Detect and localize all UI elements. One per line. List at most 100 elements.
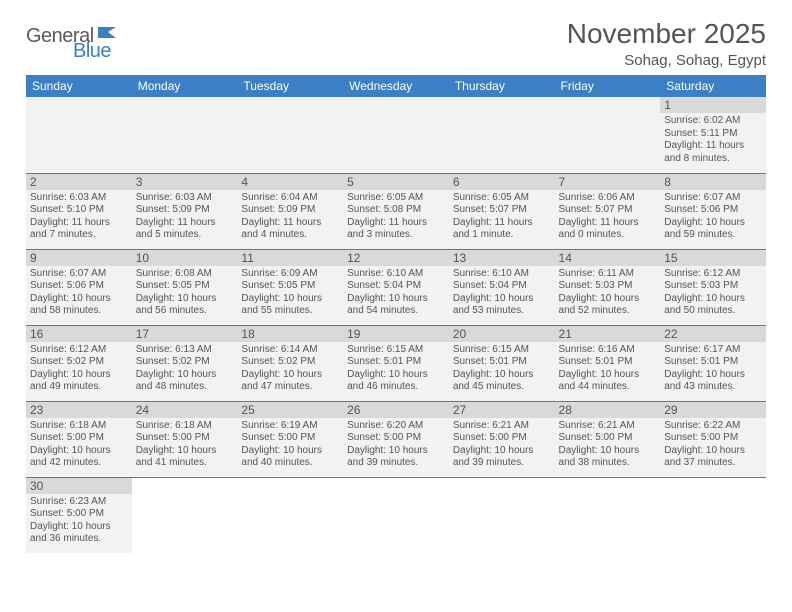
daylight-text: Daylight: 10 hours and 50 minutes. [664, 293, 762, 318]
week-row: 30Sunrise: 6:23 AMSunset: 5:00 PMDayligh… [26, 477, 766, 553]
sunset-text: Sunset: 5:03 PM [559, 280, 657, 293]
sunset-text: Sunset: 5:00 PM [559, 432, 657, 445]
day-info: Sunrise: 6:13 AMSunset: 5:02 PMDaylight:… [136, 344, 234, 394]
day-number: 23 [26, 402, 132, 418]
sunset-text: Sunset: 5:05 PM [136, 280, 234, 293]
sunrise-text: Sunrise: 6:18 AM [30, 420, 128, 433]
day-cell [343, 477, 449, 553]
day-info: Sunrise: 6:22 AMSunset: 5:00 PMDaylight:… [664, 420, 762, 470]
day-number: 17 [132, 326, 238, 342]
day-number: 19 [343, 326, 449, 342]
sunset-text: Sunset: 5:06 PM [664, 204, 762, 217]
day-cell [660, 477, 766, 553]
day-number: 11 [237, 250, 343, 266]
logo: General Blue [26, 24, 120, 49]
daylight-text: Daylight: 11 hours and 8 minutes. [664, 140, 762, 165]
week-row: 9Sunrise: 6:07 AMSunset: 5:06 PMDaylight… [26, 249, 766, 325]
day-info: Sunrise: 6:16 AMSunset: 5:01 PMDaylight:… [559, 344, 657, 394]
sunrise-text: Sunrise: 6:21 AM [453, 420, 551, 433]
daylight-text: Daylight: 10 hours and 40 minutes. [241, 445, 339, 470]
sunrise-text: Sunrise: 6:07 AM [664, 192, 762, 205]
day-header-row: Sunday Monday Tuesday Wednesday Thursday… [26, 75, 766, 97]
daylight-text: Daylight: 10 hours and 36 minutes. [30, 521, 128, 546]
day-info: Sunrise: 6:18 AMSunset: 5:00 PMDaylight:… [30, 420, 128, 470]
day-number: 14 [555, 250, 661, 266]
day-cell [132, 477, 238, 553]
day-info: Sunrise: 6:06 AMSunset: 5:07 PMDaylight:… [559, 192, 657, 242]
page-header: General Blue November 2025 Sohag, Sohag,… [26, 18, 766, 69]
week-row: 2Sunrise: 6:03 AMSunset: 5:10 PMDaylight… [26, 173, 766, 249]
day-number: 3 [132, 174, 238, 190]
sunrise-text: Sunrise: 6:12 AM [30, 344, 128, 357]
day-header: Monday [132, 75, 238, 97]
day-cell: 4Sunrise: 6:04 AMSunset: 5:09 PMDaylight… [237, 173, 343, 249]
location-text: Sohag, Sohag, Egypt [567, 52, 766, 69]
sunrise-text: Sunrise: 6:09 AM [241, 268, 339, 281]
month-title: November 2025 [567, 18, 766, 50]
day-cell [449, 97, 555, 173]
day-number: 5 [343, 174, 449, 190]
day-number: 20 [449, 326, 555, 342]
sunrise-text: Sunrise: 6:13 AM [136, 344, 234, 357]
day-number: 15 [660, 250, 766, 266]
sunrise-text: Sunrise: 6:05 AM [453, 192, 551, 205]
day-cell [555, 477, 661, 553]
day-cell: 21Sunrise: 6:16 AMSunset: 5:01 PMDayligh… [555, 325, 661, 401]
daylight-text: Daylight: 10 hours and 55 minutes. [241, 293, 339, 318]
day-info: Sunrise: 6:11 AMSunset: 5:03 PMDaylight:… [559, 268, 657, 318]
day-cell [555, 97, 661, 173]
daylight-text: Daylight: 10 hours and 37 minutes. [664, 445, 762, 470]
day-cell [343, 97, 449, 173]
sunset-text: Sunset: 5:07 PM [453, 204, 551, 217]
day-cell: 14 Sunrise: 6:11 AMSunset: 5:03 PMDayligh… [555, 249, 661, 325]
sunrise-text: Sunrise: 6:05 AM [347, 192, 445, 205]
sunset-text: Sunset: 5:01 PM [453, 356, 551, 369]
day-info: Sunrise: 6:12 AMSunset: 5:02 PMDaylight:… [30, 344, 128, 394]
sunset-text: Sunset: 5:02 PM [241, 356, 339, 369]
sunset-text: Sunset: 5:04 PM [453, 280, 551, 293]
day-cell: 10Sunrise: 6:08 AMSunset: 5:05 PMDayligh… [132, 249, 238, 325]
day-info: Sunrise: 6:14 AMSunset: 5:02 PMDaylight:… [241, 344, 339, 394]
calendar-page: General Blue November 2025 Sohag, Sohag,… [0, 0, 792, 563]
day-cell: 25Sunrise: 6:19 AMSunset: 5:00 PMDayligh… [237, 401, 343, 477]
daylight-text: Daylight: 10 hours and 58 minutes. [30, 293, 128, 318]
day-header: Tuesday [237, 75, 343, 97]
day-cell: 20 Sunrise: 6:15 AMSunset: 5:01 PMDayligh… [449, 325, 555, 401]
day-number: 28 [555, 402, 661, 418]
sunrise-text: Sunrise: 6:16 AM [559, 344, 657, 357]
day-info: Sunrise: 6:23 AMSunset: 5:00 PMDaylight:… [30, 496, 128, 546]
week-row: 16Sunrise: 6:12 AMSunset: 5:02 PMDayligh… [26, 325, 766, 401]
day-number: 10 [132, 250, 238, 266]
sunrise-text: Sunrise: 6:22 AM [664, 420, 762, 433]
sunset-text: Sunset: 5:06 PM [30, 280, 128, 293]
day-cell: 23 Sunrise: 6:18 AMSunset: 5:00 PMDayligh… [26, 401, 132, 477]
day-info: Sunrise: 6:21 AMSunset: 5:00 PMDaylight:… [559, 420, 657, 470]
sunrise-text: Sunrise: 6:07 AM [30, 268, 128, 281]
day-number: 13 [449, 250, 555, 266]
day-info: Sunrise: 6:15 AMSunset: 5:01 PMDaylight:… [453, 344, 551, 394]
daylight-text: Daylight: 10 hours and 38 minutes. [559, 445, 657, 470]
daylight-text: Daylight: 10 hours and 48 minutes. [136, 369, 234, 394]
day-number: 12 [343, 250, 449, 266]
daylight-text: Daylight: 10 hours and 43 minutes. [664, 369, 762, 394]
sunrise-text: Sunrise: 6:21 AM [559, 420, 657, 433]
sunset-text: Sunset: 5:01 PM [347, 356, 445, 369]
day-cell: 16Sunrise: 6:12 AMSunset: 5:02 PMDayligh… [26, 325, 132, 401]
day-cell: 5Sunrise: 6:05 AMSunset: 5:08 PMDaylight… [343, 173, 449, 249]
day-info: Sunrise: 6:07 AMSunset: 5:06 PMDaylight:… [664, 192, 762, 242]
day-number: 1 [660, 97, 766, 113]
calendar-table: Sunday Monday Tuesday Wednesday Thursday… [26, 75, 766, 553]
daylight-text: Daylight: 10 hours and 45 minutes. [453, 369, 551, 394]
daylight-text: Daylight: 11 hours and 7 minutes. [30, 217, 128, 242]
sunrise-text: Sunrise: 6:08 AM [136, 268, 234, 281]
day-cell: 9Sunrise: 6:07 AMSunset: 5:06 PMDaylight… [26, 249, 132, 325]
day-cell: 28 Sunrise: 6:21 AMSunset: 5:00 PMDayligh… [555, 401, 661, 477]
sunrise-text: Sunrise: 6:17 AM [664, 344, 762, 357]
day-cell: 24Sunrise: 6:18 AMSunset: 5:00 PMDayligh… [132, 401, 238, 477]
day-number: 4 [237, 174, 343, 190]
day-info: Sunrise: 6:15 AMSunset: 5:01 PMDaylight:… [347, 344, 445, 394]
day-header: Friday [555, 75, 661, 97]
sunset-text: Sunset: 5:00 PM [664, 432, 762, 445]
day-cell: 8Sunrise: 6:07 AMSunset: 5:06 PMDaylight… [660, 173, 766, 249]
day-cell: 7Sunrise: 6:06 AMSunset: 5:07 PMDaylight… [555, 173, 661, 249]
